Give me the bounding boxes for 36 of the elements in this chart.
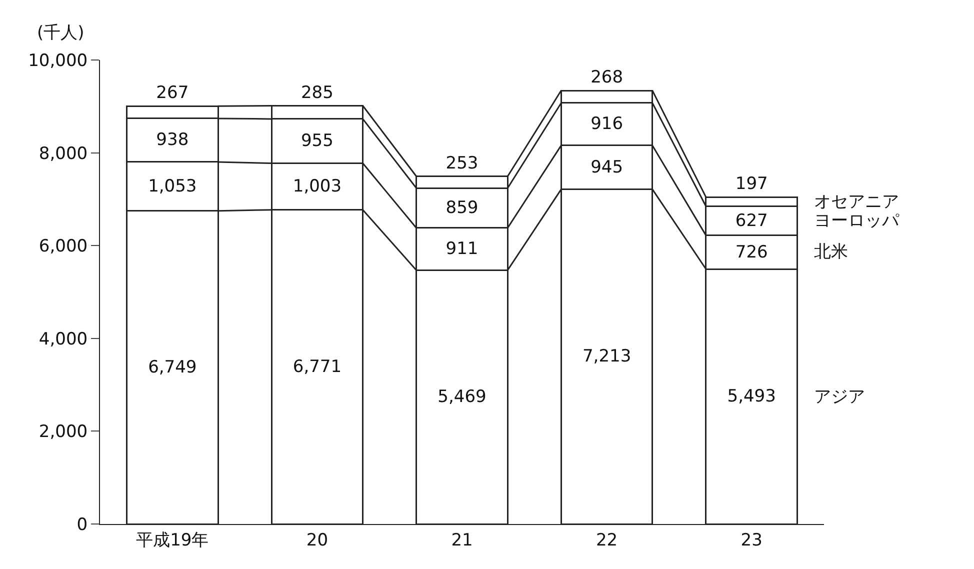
data-label: 726	[735, 242, 768, 262]
y-axis-title: (千人)	[37, 23, 84, 43]
x-tick-label: 21	[451, 530, 473, 550]
y-tick-label: 0	[76, 514, 88, 535]
y-tick-label: 6,000	[38, 236, 88, 257]
data-label: 6,749	[148, 357, 197, 378]
x-tick-label: 平成19年	[136, 530, 209, 550]
y-tick-label: 8,000	[38, 144, 88, 164]
series-label: 北米	[814, 242, 848, 262]
data-label: 1,003	[292, 176, 342, 197]
x-tick-label: 20	[306, 530, 328, 550]
data-label: 955	[300, 131, 334, 152]
data-label: 1,053	[148, 176, 197, 196]
data-label: 911	[446, 239, 478, 260]
data-label: 253	[446, 153, 478, 174]
y-tick-label: 10,000	[28, 50, 88, 71]
data-label: 267	[156, 83, 189, 104]
y-tick-label: 4,000	[38, 329, 88, 350]
data-label: 285	[300, 82, 334, 103]
data-label: 5,493	[727, 386, 776, 407]
data-label: 859	[446, 198, 478, 218]
data-label: 197	[735, 174, 768, 194]
data-label: 7,213	[582, 346, 632, 367]
data-label: 5,469	[438, 387, 486, 408]
data-label: 268	[590, 68, 624, 88]
data-label: 938	[156, 130, 189, 150]
data-label: 945	[590, 157, 624, 178]
x-tick-label: 23	[740, 530, 762, 550]
data-label: 627	[735, 210, 768, 231]
data-label: 6,771	[292, 356, 342, 377]
series-label: アジア	[814, 387, 865, 407]
series-label: オセアニア	[814, 192, 899, 212]
x-tick-label: 22	[596, 530, 618, 550]
data-label: 916	[590, 114, 624, 134]
series-label: ヨーロッパ	[814, 211, 900, 231]
y-tick-label: 2,000	[38, 422, 88, 442]
